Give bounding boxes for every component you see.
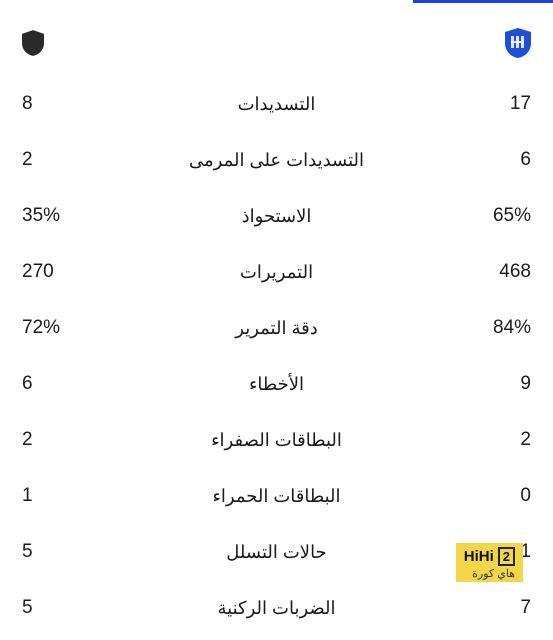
stat-label: حالات التسلل: [92, 542, 461, 563]
stat-row: 5 الضربات الركنية 7: [22, 580, 531, 636]
away-value: 6: [22, 373, 92, 395]
home-value: 65%: [461, 205, 531, 227]
active-tab-indicator: [413, 0, 553, 3]
watermark-box: 2: [498, 547, 515, 566]
away-value: 8: [22, 93, 92, 115]
stat-row: 6 الأخطاء 9: [22, 356, 531, 412]
home-value: 0: [461, 485, 531, 507]
stat-row: 35% الاستحواذ 65%: [22, 188, 531, 244]
stat-label: الأخطاء: [92, 374, 461, 395]
away-value: 2: [22, 429, 92, 451]
away-team-shield-icon: [22, 30, 44, 56]
away-value: 270: [22, 261, 92, 283]
stat-row: 1 البطاقات الحمراء 0: [22, 468, 531, 524]
home-value: 6: [461, 149, 531, 171]
stat-row: 2 التسديدات على المرمى 6: [22, 132, 531, 188]
away-value: 72%: [22, 317, 92, 339]
stat-label: التسديدات: [92, 94, 461, 115]
stat-label: البطاقات الحمراء: [92, 486, 461, 507]
stat-label: التسديدات على المرمى: [92, 150, 461, 171]
watermark-brand: HiHi 2: [464, 547, 515, 566]
away-value: 2: [22, 149, 92, 171]
stat-label: البطاقات الصفراء: [92, 430, 461, 451]
away-value: 5: [22, 597, 92, 619]
stat-row: 270 التمريرات 468: [22, 244, 531, 300]
home-value: 468: [461, 261, 531, 283]
home-value: 17: [461, 93, 531, 115]
stat-label: دقة التمرير: [92, 318, 461, 339]
away-value: 35%: [22, 205, 92, 227]
away-value: 5: [22, 541, 92, 563]
stat-row: 2 البطاقات الصفراء 2: [22, 412, 531, 468]
stat-label: الاستحواذ: [92, 206, 461, 227]
stat-label: التمريرات: [92, 262, 461, 283]
home-value: 84%: [461, 317, 531, 339]
home-team-shield-icon: [505, 28, 531, 58]
watermark-badge: HiHi 2 هاي كورة: [456, 543, 523, 582]
away-value: 1: [22, 485, 92, 507]
stat-row: 5 حالات التسلل 1: [22, 524, 531, 580]
stat-row: 72% دقة التمرير 84%: [22, 300, 531, 356]
home-value: 9: [461, 373, 531, 395]
watermark-tagline: هاي كورة: [472, 567, 515, 580]
stat-row: 8 التسديدات 17: [22, 76, 531, 132]
home-value: 7: [461, 597, 531, 619]
home-value: 2: [461, 429, 531, 451]
stat-label: الضربات الركنية: [92, 598, 461, 619]
watermark-text: HiHi: [464, 548, 494, 565]
teams-header: [0, 0, 553, 76]
